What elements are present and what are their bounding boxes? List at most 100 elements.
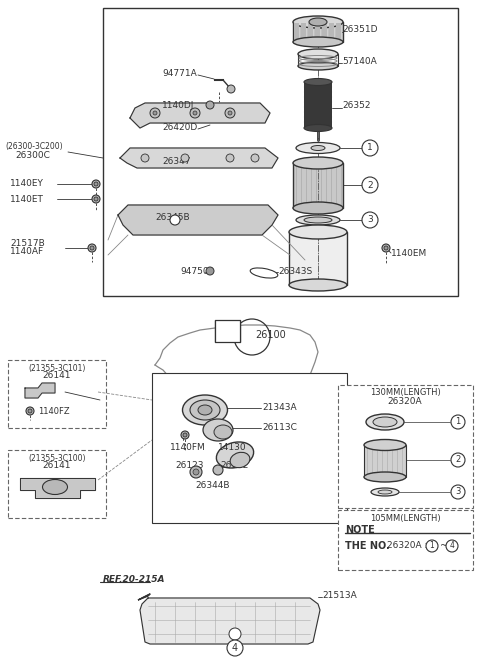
Circle shape	[226, 154, 234, 162]
Text: 3: 3	[367, 215, 373, 225]
Text: (26300-3C200): (26300-3C200)	[5, 143, 62, 152]
Bar	[329, 23, 334, 41]
Text: 26123: 26123	[175, 461, 204, 470]
Text: 130MM(LENGTH): 130MM(LENGTH)	[370, 388, 440, 397]
Ellipse shape	[296, 143, 340, 154]
Text: 2: 2	[456, 455, 461, 464]
Circle shape	[181, 431, 189, 439]
Text: 21343A: 21343A	[262, 403, 297, 411]
Polygon shape	[118, 205, 278, 235]
Ellipse shape	[214, 425, 232, 439]
Circle shape	[451, 415, 465, 429]
Circle shape	[206, 101, 214, 109]
Text: 14130: 14130	[218, 443, 247, 451]
Text: 2: 2	[367, 181, 373, 189]
Polygon shape	[130, 103, 270, 128]
Text: 1140DJ: 1140DJ	[162, 101, 194, 110]
Circle shape	[384, 246, 388, 250]
Circle shape	[181, 154, 189, 162]
Polygon shape	[20, 478, 95, 498]
Ellipse shape	[364, 472, 406, 482]
Circle shape	[92, 195, 100, 203]
Circle shape	[451, 485, 465, 499]
Bar	[294, 23, 299, 41]
Bar	[338, 385, 473, 508]
Ellipse shape	[293, 202, 343, 214]
Circle shape	[451, 453, 465, 467]
Text: 94771A: 94771A	[162, 68, 197, 78]
Ellipse shape	[289, 279, 347, 291]
Circle shape	[228, 111, 232, 115]
Bar	[315, 23, 320, 41]
Text: 1: 1	[430, 541, 434, 551]
Text: 21517B: 21517B	[10, 240, 45, 248]
Ellipse shape	[190, 400, 220, 420]
Ellipse shape	[378, 490, 392, 494]
Circle shape	[227, 640, 243, 656]
Circle shape	[153, 111, 157, 115]
Ellipse shape	[309, 18, 327, 26]
Circle shape	[362, 177, 378, 193]
Bar	[338, 510, 473, 570]
Circle shape	[170, 215, 180, 225]
Text: 26300C: 26300C	[15, 152, 50, 160]
Ellipse shape	[304, 78, 332, 85]
Circle shape	[150, 108, 160, 118]
Circle shape	[362, 140, 378, 156]
Circle shape	[88, 244, 96, 252]
Text: NOTE: NOTE	[345, 525, 375, 535]
Circle shape	[183, 433, 187, 437]
Circle shape	[190, 108, 200, 118]
Bar	[364, 445, 406, 477]
Text: 26352: 26352	[342, 101, 371, 110]
Ellipse shape	[216, 442, 253, 468]
Text: 94750: 94750	[180, 267, 209, 275]
Circle shape	[193, 111, 197, 115]
Text: 105MM(LENGTH): 105MM(LENGTH)	[370, 514, 440, 522]
Text: 26320A :: 26320A :	[387, 541, 430, 551]
Circle shape	[446, 540, 458, 552]
Text: 26113C: 26113C	[262, 422, 297, 432]
Circle shape	[90, 246, 94, 250]
Text: 1140ET: 1140ET	[10, 194, 44, 204]
Circle shape	[92, 180, 100, 188]
Ellipse shape	[298, 49, 338, 59]
Text: (21355-3C101): (21355-3C101)	[28, 363, 86, 373]
Text: 26122: 26122	[220, 461, 248, 470]
Text: 26100: 26100	[255, 330, 286, 340]
Circle shape	[229, 628, 241, 640]
Text: 1140FM: 1140FM	[170, 443, 206, 451]
Ellipse shape	[293, 37, 343, 47]
Circle shape	[426, 540, 438, 552]
Circle shape	[213, 465, 223, 475]
Circle shape	[227, 85, 235, 93]
Bar	[301, 23, 306, 41]
Circle shape	[362, 212, 378, 228]
Ellipse shape	[182, 395, 228, 425]
Ellipse shape	[366, 414, 404, 430]
Bar	[293, 163, 343, 208]
Text: 26420D: 26420D	[162, 124, 197, 133]
Polygon shape	[138, 594, 150, 600]
Text: 1140AF: 1140AF	[10, 248, 44, 256]
Bar	[293, 22, 343, 42]
Ellipse shape	[198, 405, 212, 415]
Text: 1: 1	[367, 143, 373, 152]
Ellipse shape	[364, 440, 406, 451]
Ellipse shape	[311, 145, 325, 150]
Circle shape	[206, 267, 214, 275]
Ellipse shape	[43, 480, 68, 495]
Bar	[336, 23, 341, 41]
Bar	[322, 23, 327, 41]
Circle shape	[193, 469, 199, 475]
Ellipse shape	[289, 225, 347, 239]
Text: 1: 1	[456, 417, 461, 426]
Text: (21355-3C100): (21355-3C100)	[28, 453, 86, 463]
Text: 26141: 26141	[43, 371, 71, 380]
Text: 26320A: 26320A	[388, 397, 422, 407]
Bar	[215, 320, 240, 342]
Bar	[8, 450, 106, 518]
Ellipse shape	[298, 62, 338, 70]
Text: 26343S: 26343S	[278, 267, 312, 275]
Text: 26345B: 26345B	[155, 214, 190, 223]
